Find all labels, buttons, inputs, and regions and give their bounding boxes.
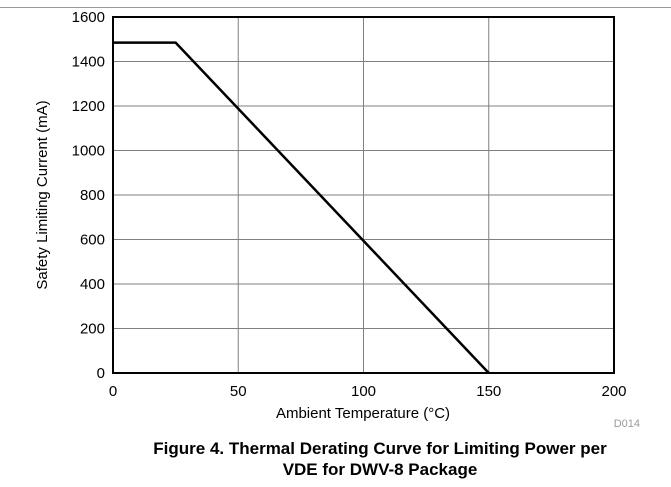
y-tick-label: 600 xyxy=(80,232,105,249)
y-tick-label: 0 xyxy=(97,365,105,382)
x-tick-label: 50 xyxy=(230,383,247,400)
x-tick-label: 150 xyxy=(476,383,501,400)
x-tick-label: 0 xyxy=(109,383,117,400)
y-tick-label: 1400 xyxy=(72,54,105,71)
figure-caption-line-1: Figure 4. Thermal Derating Curve for Lim… xyxy=(153,439,607,458)
y-tick-label: 200 xyxy=(80,321,105,338)
x-tick-labels: 0 50 100 150 200 xyxy=(109,383,627,400)
figure-code-label: D014 xyxy=(614,418,640,430)
y-tick-labels: 0 200 400 600 800 1000 1200 1400 1600 xyxy=(72,9,105,382)
y-axis-label: Safety Limiting Current (mA) xyxy=(34,100,51,289)
top-rule xyxy=(0,7,671,8)
figure-caption: Figure 4. Thermal Derating Curve for Lim… xyxy=(80,438,671,480)
x-tick-label: 100 xyxy=(351,383,376,400)
y-tick-label: 1600 xyxy=(72,9,105,26)
figure-caption-line-2: VDE for DWV-8 Package xyxy=(282,460,478,479)
x-axis-label: Ambient Temperature (°C) xyxy=(276,405,450,422)
y-tick-label: 1000 xyxy=(72,143,105,160)
derating-chart: 0 200 400 600 800 1000 1200 1400 1600 0 50 100 150 2… xyxy=(34,9,640,430)
x-tick-label: 200 xyxy=(601,383,626,400)
y-tick-label: 400 xyxy=(80,276,105,293)
y-tick-label: 800 xyxy=(80,187,105,204)
chart-gridlines xyxy=(113,17,614,373)
derating-curve-line xyxy=(113,41,490,374)
y-tick-label: 1200 xyxy=(72,98,105,115)
plot-frame xyxy=(112,16,615,374)
chart-series xyxy=(113,41,490,374)
